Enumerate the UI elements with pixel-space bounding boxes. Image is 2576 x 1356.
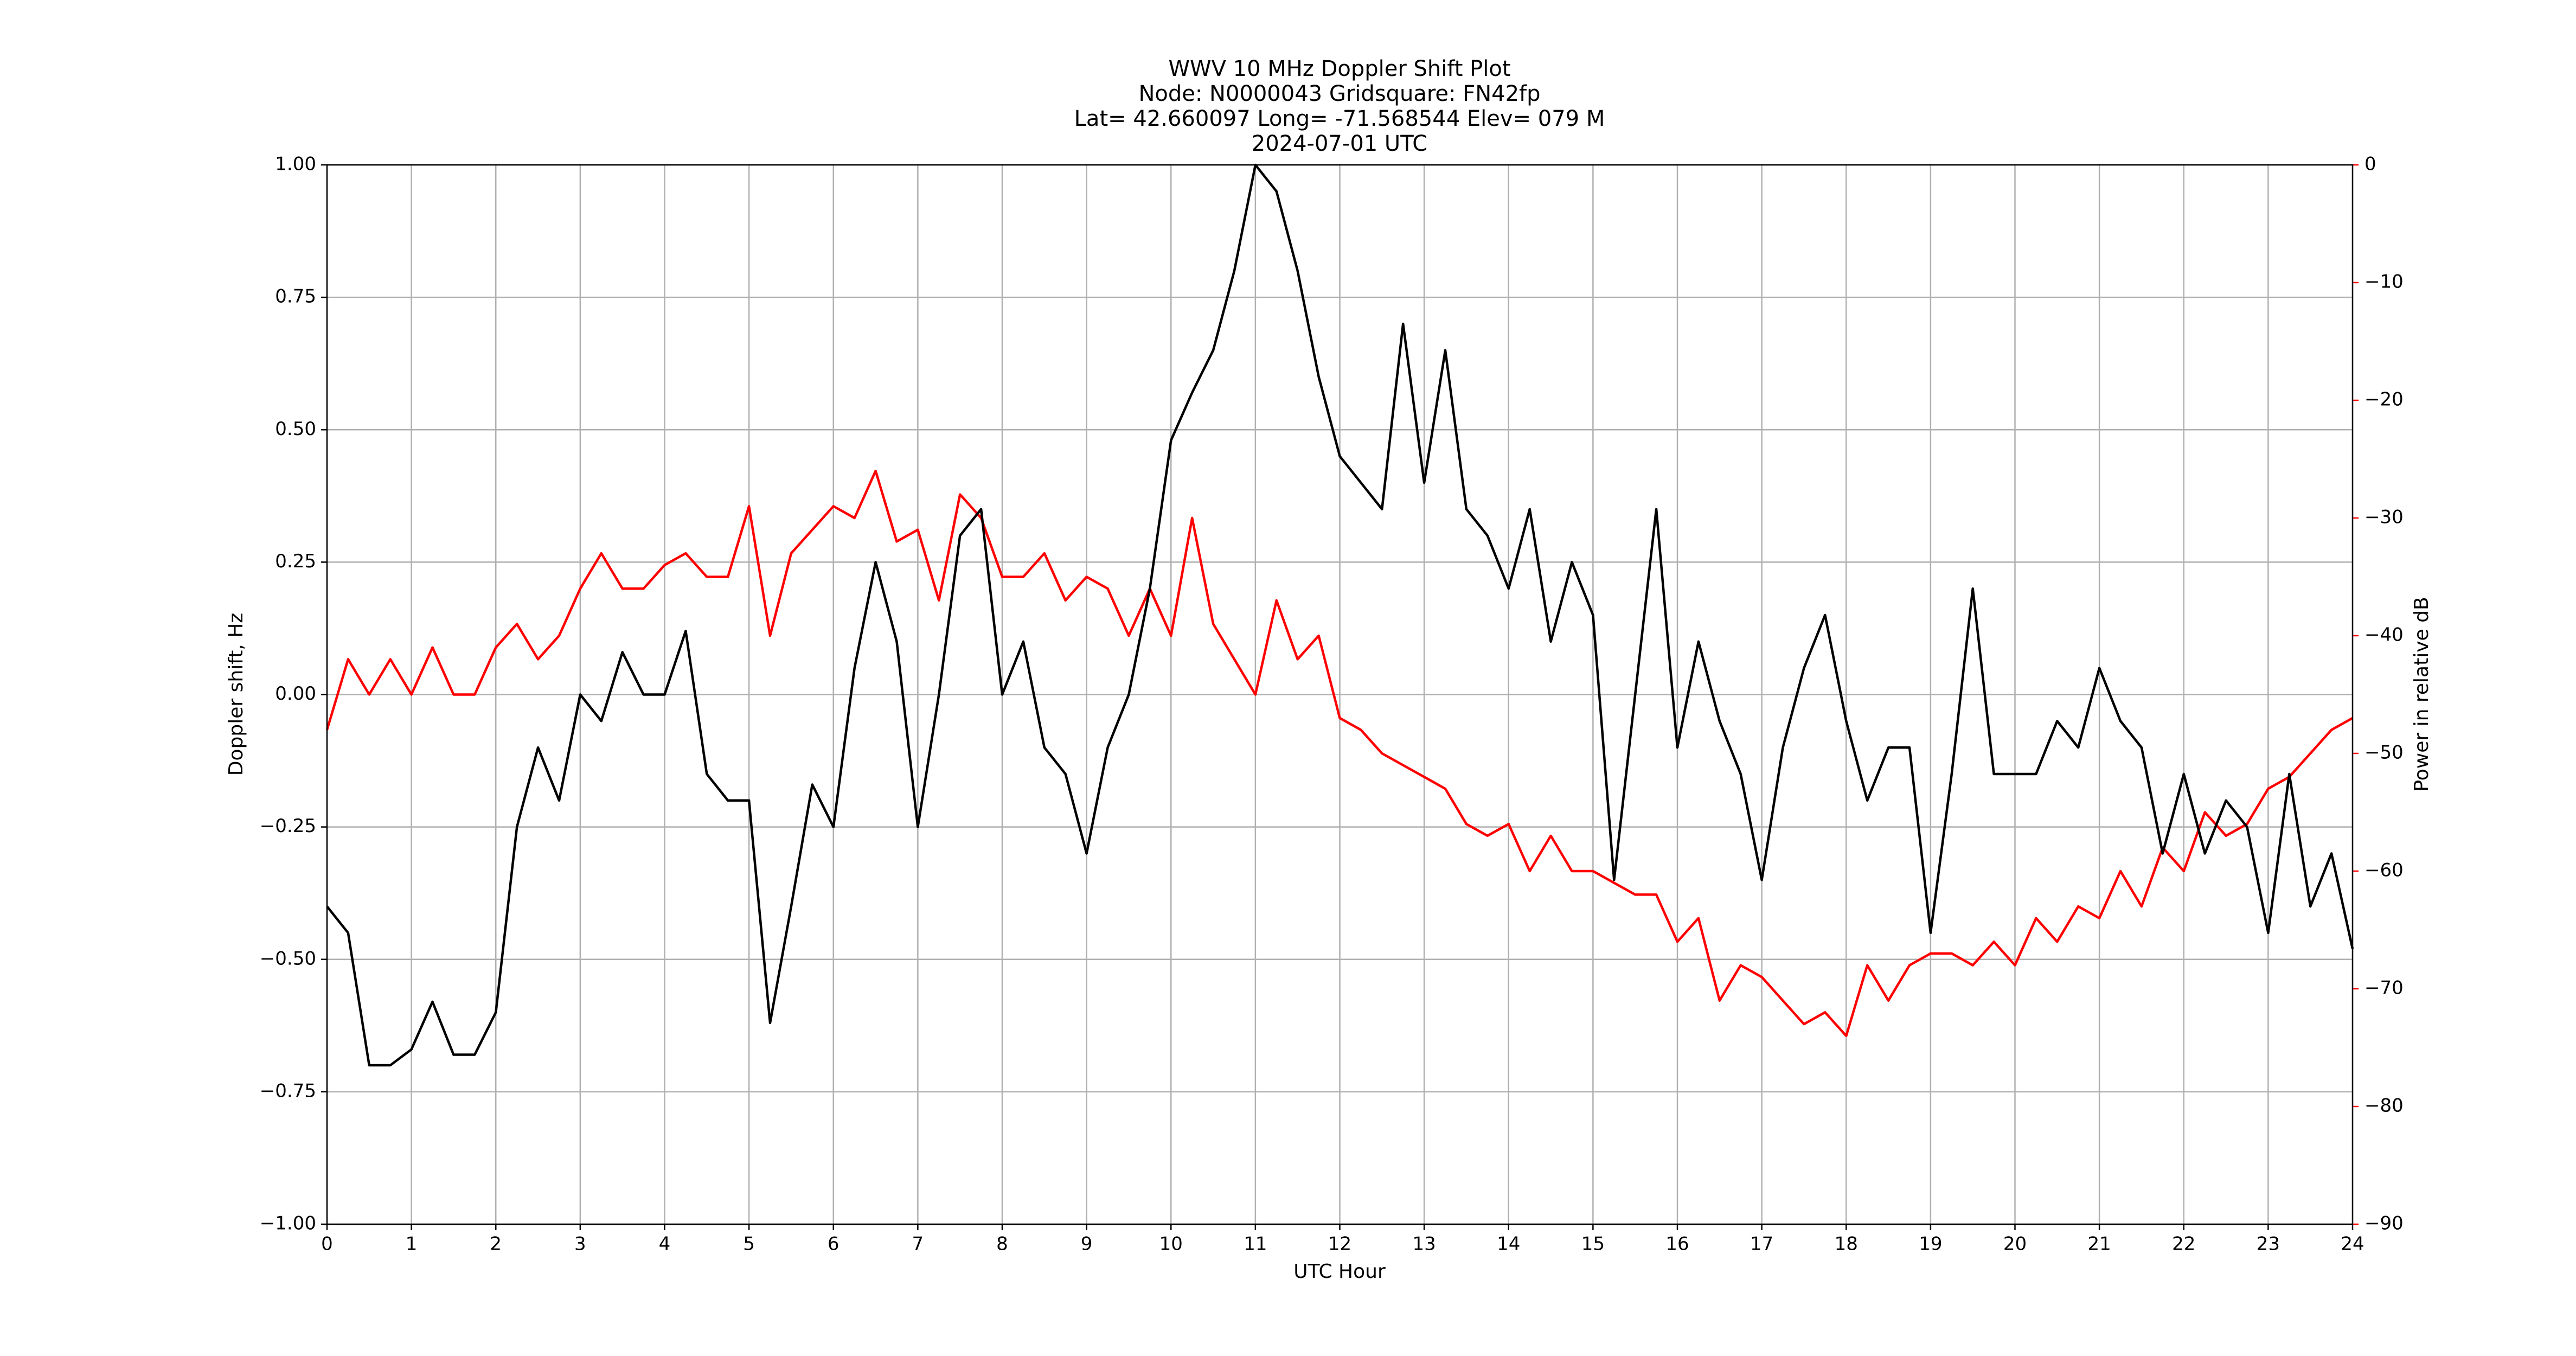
y-tick-label: 0.00 [275, 683, 316, 705]
y-tick-label: −0.75 [260, 1080, 316, 1102]
x-tick-label: 14 [1497, 1233, 1520, 1255]
chart-subtitle: Node: N0000043 Gridsquare: FN42fp [1138, 81, 1540, 106]
y2-axis-label: Power in relative dB [2411, 597, 2433, 791]
y-axis-label: Doppler shift, Hz [225, 613, 247, 776]
y-tick-label: 1.00 [275, 153, 316, 175]
x-tick-label: 16 [1665, 1233, 1689, 1255]
y-tick-label: 0.75 [275, 286, 316, 308]
y2-tick-label: −20 [2364, 389, 2404, 411]
x-tick-label: 10 [1159, 1233, 1183, 1255]
chart-subtitle: 2024-07-01 UTC [1252, 131, 1427, 156]
y-tick-label: −0.50 [260, 948, 316, 969]
x-tick-label: 12 [1328, 1233, 1351, 1255]
x-tick-label: 3 [574, 1233, 586, 1255]
x-axis-label: UTC Hour [1293, 1261, 1386, 1283]
x-tick-label: 21 [2087, 1233, 2111, 1255]
x-tick-label: 19 [1919, 1233, 1942, 1255]
chart-subtitle: Lat= 42.660097 Long= -71.568544 Elev= 07… [1074, 106, 1605, 131]
y-tick-label: −0.25 [260, 815, 316, 837]
x-tick-label: 22 [2172, 1233, 2195, 1255]
x-tick-label: 13 [1412, 1233, 1436, 1255]
data-line [325, 469, 2354, 1038]
y2-tick-label: −60 [2364, 860, 2404, 881]
y2-tick-label: −10 [2364, 271, 2404, 293]
x-tick-label: 1 [406, 1233, 418, 1255]
x-tick-label: 5 [743, 1233, 755, 1255]
x-tick-label: 0 [321, 1233, 333, 1255]
plot-frame [326, 164, 2354, 1225]
x-tick-label: 20 [2003, 1233, 2027, 1255]
y2-tick-label: −30 [2364, 507, 2404, 528]
x-tick-label: 7 [912, 1233, 924, 1255]
chart-title: WWV 10 MHz Doppler Shift Plot [1168, 56, 1510, 81]
x-tick-label: 4 [659, 1233, 671, 1255]
y2-tick-label: −50 [2364, 742, 2404, 764]
x-tick-label: 15 [1581, 1233, 1605, 1255]
x-tick-label: 23 [2257, 1233, 2280, 1255]
x-tick-label: 24 [2341, 1233, 2364, 1255]
data-line [326, 163, 2354, 1067]
y2-tick-label: −40 [2364, 624, 2404, 646]
y-tick-label: −1.00 [260, 1213, 316, 1235]
x-tick-label: 2 [490, 1233, 502, 1255]
y2-tick-label: −70 [2364, 977, 2404, 999]
x-tick-label: 9 [1081, 1233, 1093, 1255]
x-tick-label: 8 [996, 1233, 1008, 1255]
y2-tick-label: −90 [2364, 1213, 2404, 1235]
y-tick-label: 0.25 [275, 551, 316, 572]
x-tick-label: 17 [1750, 1233, 1773, 1255]
x-tick-label: 6 [828, 1233, 840, 1255]
y-tick-label: 0.50 [275, 418, 316, 440]
y2-tick-label: −80 [2364, 1095, 2404, 1117]
x-tick-label: 18 [1835, 1233, 1858, 1255]
y2-tick-label: 0 [2364, 153, 2376, 175]
x-tick-label: 11 [1244, 1233, 1267, 1255]
